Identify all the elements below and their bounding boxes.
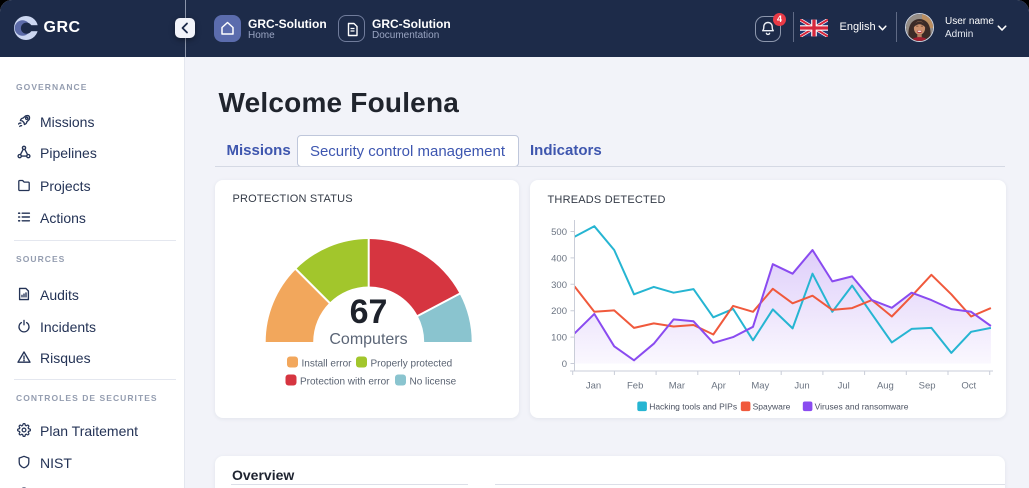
svg-text:Protection with error: Protection with error (300, 376, 390, 387)
svg-text:Spayware: Spayware (752, 402, 790, 412)
svg-text:Feb: Feb (627, 381, 643, 392)
svg-text:Aug: Aug (876, 381, 893, 392)
svg-text:Properly protected: Properly protected (370, 358, 452, 369)
svg-text:May: May (751, 381, 769, 392)
svg-text:100: 100 (551, 333, 567, 344)
svg-text:Oct: Oct (961, 381, 976, 392)
svg-text:Viruses and ransomware: Viruses and ransomware (814, 402, 908, 412)
svg-text:Jun: Jun (794, 381, 809, 392)
svg-text:200: 200 (551, 306, 567, 317)
svg-text:Hacking tools and PIPs: Hacking tools and PIPs (649, 402, 737, 412)
svg-text:Install error: Install error (301, 358, 352, 369)
svg-text:Jan: Jan (585, 381, 600, 392)
svg-text:Computers: Computers (329, 331, 407, 348)
svg-text:300: 300 (551, 280, 567, 291)
svg-text:Apr: Apr (711, 381, 726, 392)
svg-text:Mar: Mar (668, 381, 684, 392)
svg-text:Sep: Sep (918, 381, 935, 392)
svg-text:0: 0 (561, 359, 566, 370)
svg-text:Jul: Jul (837, 381, 849, 392)
svg-text:400: 400 (551, 253, 567, 264)
svg-text:500: 500 (551, 227, 567, 238)
svg-text:67: 67 (349, 293, 387, 331)
svg-text:No license: No license (409, 376, 456, 387)
